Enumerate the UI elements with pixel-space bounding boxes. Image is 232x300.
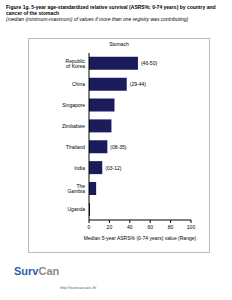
svg-text:80: 80 xyxy=(168,224,174,230)
svg-text:(08-35): (08-35) xyxy=(110,144,126,150)
svg-text:Median 5-year ASRS% (0-74 year: Median 5-year ASRS% (0-74 years) value (… xyxy=(84,235,197,241)
html-text:http://survcan.iarc.fr/: http://survcan.iarc.fr/ xyxy=(60,285,97,290)
svg-text:Uganda: Uganda xyxy=(67,206,85,212)
svg-text:20: 20 xyxy=(107,224,113,230)
svg-text:Zimbabwe: Zimbabwe xyxy=(62,123,85,129)
svg-text:China: China xyxy=(72,81,85,87)
svg-text:(03-12): (03-12) xyxy=(105,165,121,171)
svg-text:Singapore: Singapore xyxy=(62,102,85,108)
html-text:Stomach: Stomach xyxy=(109,41,129,47)
svg-text:Thailand: Thailand xyxy=(66,144,85,150)
svg-text:TheGambia: TheGambia xyxy=(67,183,85,194)
html-text:Surv Can: Surv Can xyxy=(14,265,60,277)
svg-text:100: 100 xyxy=(187,224,196,230)
svg-text:60: 60 xyxy=(147,224,153,230)
svg-text:(29-44): (29-44) xyxy=(130,81,146,87)
svg-text:40: 40 xyxy=(127,224,133,230)
html-text:(median (minimum-maximum) of v: (median (minimum-maximum) of values if m… xyxy=(6,16,189,22)
svg-text:(46-50): (46-50) xyxy=(141,60,157,66)
svg-text:India: India xyxy=(74,165,85,171)
svg-text:Republicof Korea: Republicof Korea xyxy=(66,58,86,69)
html-text:Figure 1g. 5-year age-standard: Figure 1g. 5-year age-standardized relat… xyxy=(6,4,216,16)
svg-text:0: 0 xyxy=(88,224,91,230)
